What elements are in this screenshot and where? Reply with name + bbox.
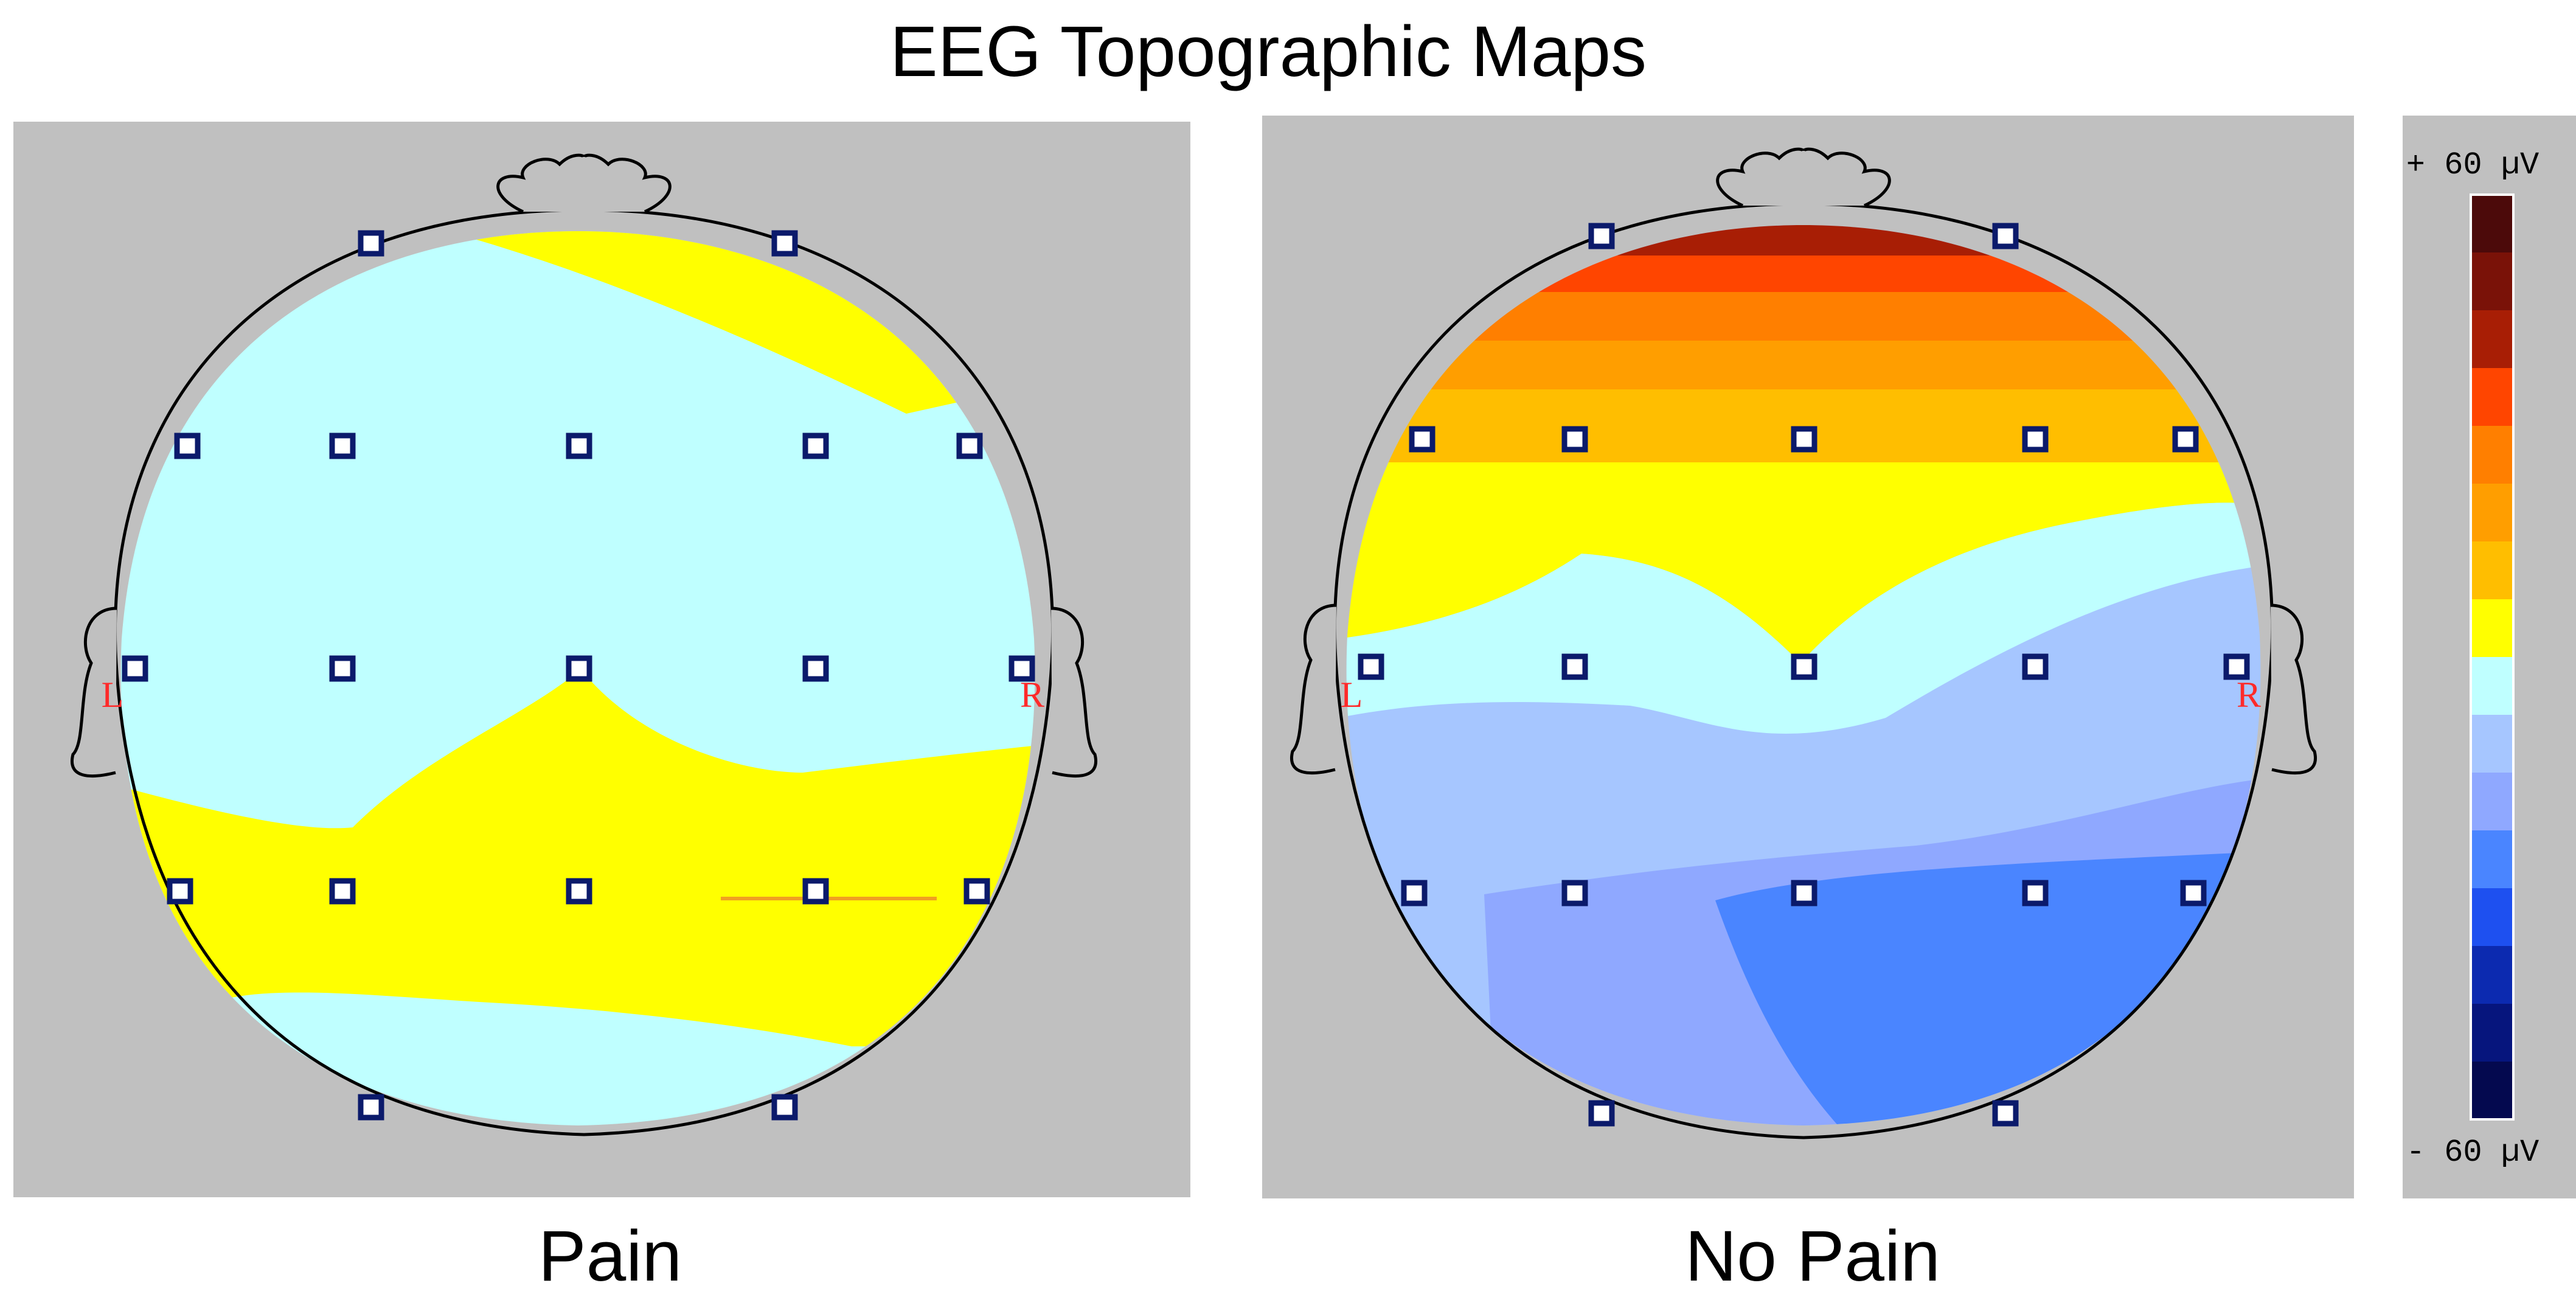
pain-electrode <box>771 1094 798 1121</box>
pain-head-outline <box>113 208 1055 1136</box>
color-scale-band <box>2471 946 2513 1004</box>
pain-nose <box>496 153 672 214</box>
color-scale-band <box>2471 1004 2513 1062</box>
pain-electrode <box>358 230 384 257</box>
color-scale-band <box>2471 657 2513 715</box>
no-pain-left-marker: L <box>1341 675 1363 715</box>
pain-electrode <box>122 655 148 682</box>
no-pain-electrode <box>1791 880 1817 906</box>
color-scale-bar <box>2471 195 2513 1120</box>
no-pain-zone-orange-light <box>1346 341 2261 389</box>
no-pain-electrode <box>2223 653 2250 680</box>
color-scale-band <box>2471 310 2513 369</box>
no-pain-electrode <box>1561 426 1588 453</box>
no-pain-electrode <box>1401 880 1428 906</box>
color-scale-band <box>2471 252 2513 311</box>
no-pain-electrode <box>2172 426 2199 453</box>
no-pain-electrode <box>1358 653 1384 680</box>
no-pain-zone-yellow <box>1346 462 2261 663</box>
no-pain-electrode <box>1791 653 1817 680</box>
color-scale-band <box>2471 368 2513 426</box>
color-scale-panel: + 60 µV - 60 µV <box>2403 116 2576 1198</box>
no-pain-head-outline <box>1333 202 2274 1139</box>
no-pain-right-ear <box>2270 603 2317 775</box>
color-scale-band <box>2471 715 2513 773</box>
pain-electrode <box>329 878 356 905</box>
pain-electrode <box>566 655 592 682</box>
pain-right-ear <box>1050 607 1097 778</box>
scale-min-label: - 60 µV <box>2406 1135 2539 1170</box>
pain-electrode <box>802 655 829 682</box>
no-pain-electrode <box>1791 426 1817 453</box>
pain-electrode <box>771 230 798 257</box>
pain-electrodes <box>122 230 1035 1121</box>
no-pain-electrode <box>1992 223 2019 249</box>
pain-zone-yellow-posterior <box>120 669 1035 1046</box>
no-pain-left-ear <box>1290 603 1337 775</box>
no-pain-right-marker: R <box>2237 675 2261 715</box>
no-pain-electrode <box>2180 880 2207 906</box>
color-scale-band <box>2471 484 2513 542</box>
pain-map-panel: L R Pain <box>13 122 1190 1296</box>
pain-map-label: Pain <box>538 1216 682 1296</box>
color-scale-band <box>2471 830 2513 889</box>
pain-electrode <box>329 433 356 459</box>
scale-max-label: + 60 µV <box>2406 147 2539 183</box>
no-pain-electrode <box>2022 426 2049 453</box>
no-pain-nose <box>1716 147 1891 207</box>
color-scale-band <box>2471 888 2513 947</box>
pain-electrode <box>802 878 829 905</box>
pain-electrode <box>167 878 193 905</box>
pain-electrode <box>956 433 983 459</box>
no-pain-electrode <box>1409 426 1436 453</box>
no-pain-electrode <box>2022 880 2049 906</box>
pain-electrode <box>329 655 356 682</box>
pain-electrode <box>358 1094 384 1121</box>
color-scale-band <box>2471 1062 2513 1120</box>
pain-electrode <box>566 433 592 459</box>
no-pain-electrode <box>1561 880 1588 906</box>
pain-electrode <box>1009 655 1035 682</box>
pain-electrode <box>566 878 592 905</box>
color-scale-band <box>2471 541 2513 600</box>
pain-left-marker: L <box>102 675 124 715</box>
pain-electrode <box>963 878 990 905</box>
no-pain-electrode <box>2022 653 2049 680</box>
no-pain-electrode <box>1992 1100 2019 1127</box>
color-scale-frame <box>2470 193 2515 1121</box>
color-scale-band <box>2471 773 2513 831</box>
color-scale-band <box>2471 599 2513 658</box>
no-pain-map-panel: L R No Pain <box>1262 116 2354 1296</box>
figure-title: EEG Topographic Maps <box>890 12 1647 92</box>
no-pain-map-label: No Pain <box>1685 1216 1940 1296</box>
pain-electrode <box>802 433 829 459</box>
color-scale-band <box>2471 426 2513 484</box>
no-pain-electrode <box>1588 223 1615 249</box>
no-pain-electrodes <box>1358 223 2250 1127</box>
color-scale-band <box>2471 195 2513 253</box>
no-pain-electrode <box>1561 653 1588 680</box>
pain-left-ear <box>71 607 117 778</box>
pain-electrode <box>174 433 201 459</box>
no-pain-electrode <box>1588 1100 1615 1127</box>
